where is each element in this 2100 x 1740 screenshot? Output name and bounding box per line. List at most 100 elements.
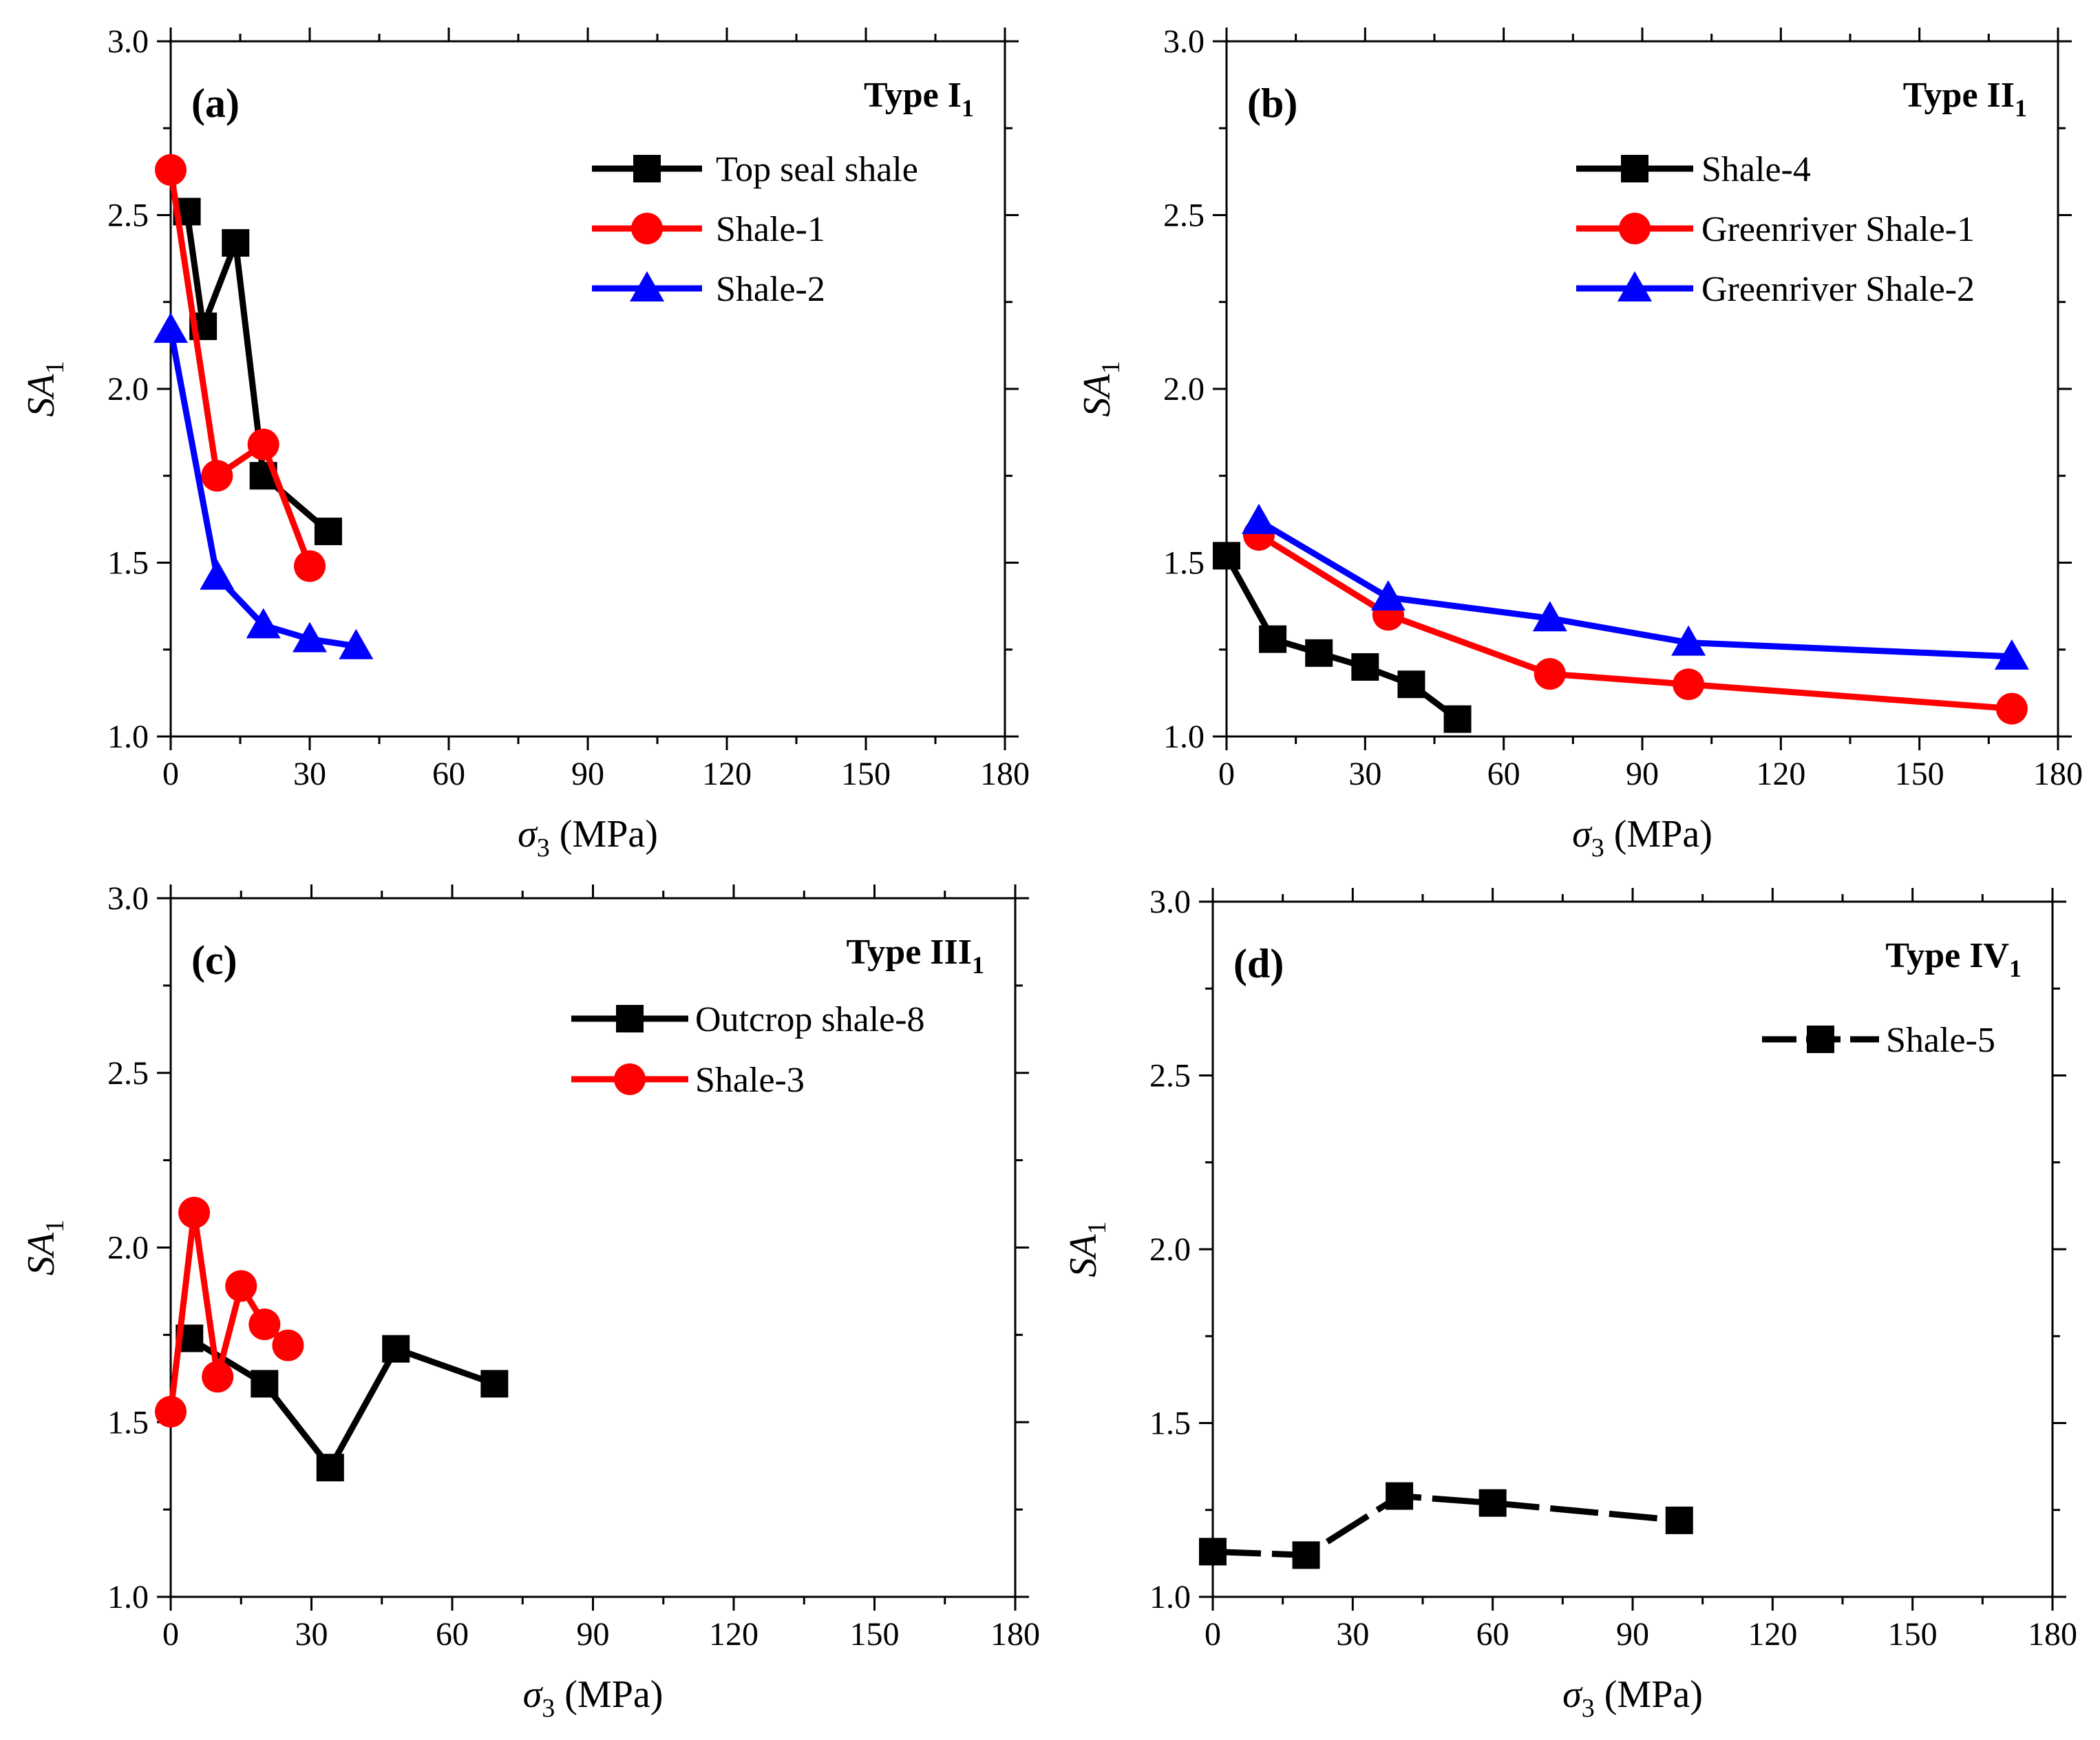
panel-label: (b) bbox=[1247, 81, 1297, 126]
y-tick-label: 1.0 bbox=[1149, 1579, 1191, 1615]
x-axis-unit: (MPa) bbox=[1604, 813, 1712, 856]
data-point bbox=[1386, 1482, 1414, 1510]
x-tick-label: 30 bbox=[293, 756, 326, 792]
y-axis-symbol: SA bbox=[20, 374, 63, 417]
y-tick-label: 1.0 bbox=[107, 1579, 149, 1615]
data-point bbox=[1351, 653, 1379, 681]
x-axis-subscript: 3 bbox=[1591, 834, 1604, 862]
data-point bbox=[1532, 601, 1567, 632]
x-axis-symbol: σ bbox=[518, 813, 538, 856]
data-point bbox=[1397, 670, 1425, 699]
y-tick-label: 2.5 bbox=[1163, 198, 1205, 234]
x-tick-label: 0 bbox=[1205, 1616, 1221, 1653]
data-point bbox=[1199, 1538, 1227, 1566]
data-point bbox=[272, 1329, 304, 1361]
y-tick-label: 2.5 bbox=[107, 198, 149, 234]
data-point bbox=[1305, 639, 1333, 667]
chart-panel: 0 30 60 90 120 150 180 1.0 1.5 2.0 2.5 3.0 σ3 (MPa) S… bbox=[1062, 884, 2077, 1723]
type-label: Type IV1 bbox=[1885, 936, 2022, 982]
data-point bbox=[225, 1270, 257, 1302]
type-label-base: Type II bbox=[1903, 76, 2015, 115]
data-point bbox=[155, 1396, 187, 1428]
x-axis-subscript: 3 bbox=[537, 834, 550, 862]
y-tick-label: 2.0 bbox=[1163, 371, 1205, 407]
data-point bbox=[1478, 1489, 1507, 1517]
y-tick-label: 3.0 bbox=[107, 23, 149, 60]
data-point bbox=[201, 460, 233, 492]
legend-label: Shale-3 bbox=[695, 1061, 805, 1100]
data-point bbox=[247, 428, 279, 460]
y-tick-label: 2.5 bbox=[107, 1055, 149, 1092]
x-tick-label: 60 bbox=[1487, 756, 1520, 792]
data-point bbox=[1673, 668, 1705, 701]
y-tick-label: 1.5 bbox=[107, 545, 149, 582]
type-label-base: Type I bbox=[864, 76, 962, 115]
y-axis-symbol: SA bbox=[1076, 374, 1118, 417]
x-tick-label: 150 bbox=[1888, 1616, 1938, 1653]
x-tick-label: 0 bbox=[162, 756, 179, 792]
data-point bbox=[246, 608, 281, 639]
data-point bbox=[155, 153, 187, 186]
legend-label: Shale-4 bbox=[1701, 150, 1811, 189]
y-axis-subscript: 1 bbox=[41, 1220, 70, 1233]
y-tick-label: 1.0 bbox=[107, 719, 149, 755]
y-tick-label: 2.0 bbox=[107, 1230, 149, 1266]
data-point bbox=[294, 550, 326, 582]
series-line bbox=[167, 169, 313, 568]
y-tick-label: 1.5 bbox=[1149, 1405, 1191, 1442]
legend-swatch-marker bbox=[1619, 213, 1651, 244]
panel-label: (a) bbox=[191, 81, 240, 126]
legend-label: Shale-2 bbox=[716, 270, 825, 309]
x-tick-label: 150 bbox=[841, 756, 891, 792]
type-label-base: Type IV bbox=[1885, 936, 2009, 975]
data-point bbox=[480, 1370, 509, 1398]
y-tick-label: 3.0 bbox=[1163, 23, 1205, 60]
x-tick-label: 150 bbox=[850, 1616, 900, 1653]
data-point bbox=[1259, 625, 1287, 653]
y-tick-label: 1.5 bbox=[1163, 545, 1205, 582]
x-tick-label: 30 bbox=[1348, 756, 1381, 792]
series-line bbox=[1257, 518, 2013, 660]
y-axis-title: SA1 bbox=[20, 1220, 70, 1275]
x-axis-unit: (MPa) bbox=[550, 813, 658, 856]
x-tick-label: 180 bbox=[2028, 1616, 2077, 1653]
y-axis-subscript: 1 bbox=[1083, 1221, 1112, 1234]
type-label: Type I1 bbox=[864, 76, 974, 122]
x-axis-unit: (MPa) bbox=[1595, 1673, 1703, 1716]
data-point bbox=[251, 1370, 279, 1398]
type-label-base: Type III bbox=[846, 933, 972, 972]
x-axis-title: σ3 (MPa) bbox=[1562, 1673, 1703, 1723]
type-label-subscript: 1 bbox=[972, 951, 984, 979]
x-axis-unit: (MPa) bbox=[555, 1673, 663, 1716]
y-tick-label: 1.5 bbox=[107, 1404, 149, 1441]
data-point bbox=[293, 622, 327, 652]
x-tick-label: 90 bbox=[1616, 1616, 1649, 1653]
legend-swatch-marker bbox=[1807, 1026, 1834, 1053]
type-label-subscript: 1 bbox=[2009, 955, 2022, 982]
x-axis-subscript: 3 bbox=[542, 1694, 555, 1723]
y-tick-label: 1.0 bbox=[1163, 719, 1205, 755]
type-label-subscript: 1 bbox=[2015, 94, 2027, 122]
x-tick-label: 60 bbox=[436, 1616, 469, 1653]
legend-label: Greenriver Shale-2 bbox=[1701, 270, 1975, 309]
x-tick-label: 120 bbox=[702, 756, 752, 792]
x-tick-label: 30 bbox=[1336, 1616, 1369, 1653]
x-tick-label: 120 bbox=[1756, 756, 1805, 792]
legend-swatch-marker bbox=[631, 213, 663, 244]
data-point bbox=[1443, 705, 1472, 733]
y-axis-title: SA1 bbox=[1062, 1221, 1112, 1277]
x-axis-symbol: σ bbox=[1562, 1673, 1583, 1716]
data-point bbox=[202, 1361, 234, 1393]
legend-swatch-marker bbox=[1621, 155, 1648, 182]
data-point bbox=[1370, 580, 1406, 611]
type-label-subscript: 1 bbox=[962, 94, 974, 122]
y-tick-label: 2.0 bbox=[107, 371, 149, 407]
data-point bbox=[1671, 625, 1706, 656]
data-point bbox=[200, 559, 235, 590]
y-tick-label: 3.0 bbox=[1149, 884, 1191, 920]
chart-panel: 0 30 60 90 120 150 180 1.0 1.5 2.0 2.5 3.0 σ3 (MPa) S… bbox=[20, 880, 1040, 1723]
x-tick-label: 180 bbox=[980, 756, 1030, 792]
x-tick-label: 90 bbox=[1626, 756, 1659, 792]
chart-panel: 0 30 60 90 120 150 180 1.0 1.5 2.0 2.5 3.0 σ3 (MPa) S… bbox=[1076, 23, 2083, 862]
y-axis-title: SA1 bbox=[20, 361, 70, 416]
